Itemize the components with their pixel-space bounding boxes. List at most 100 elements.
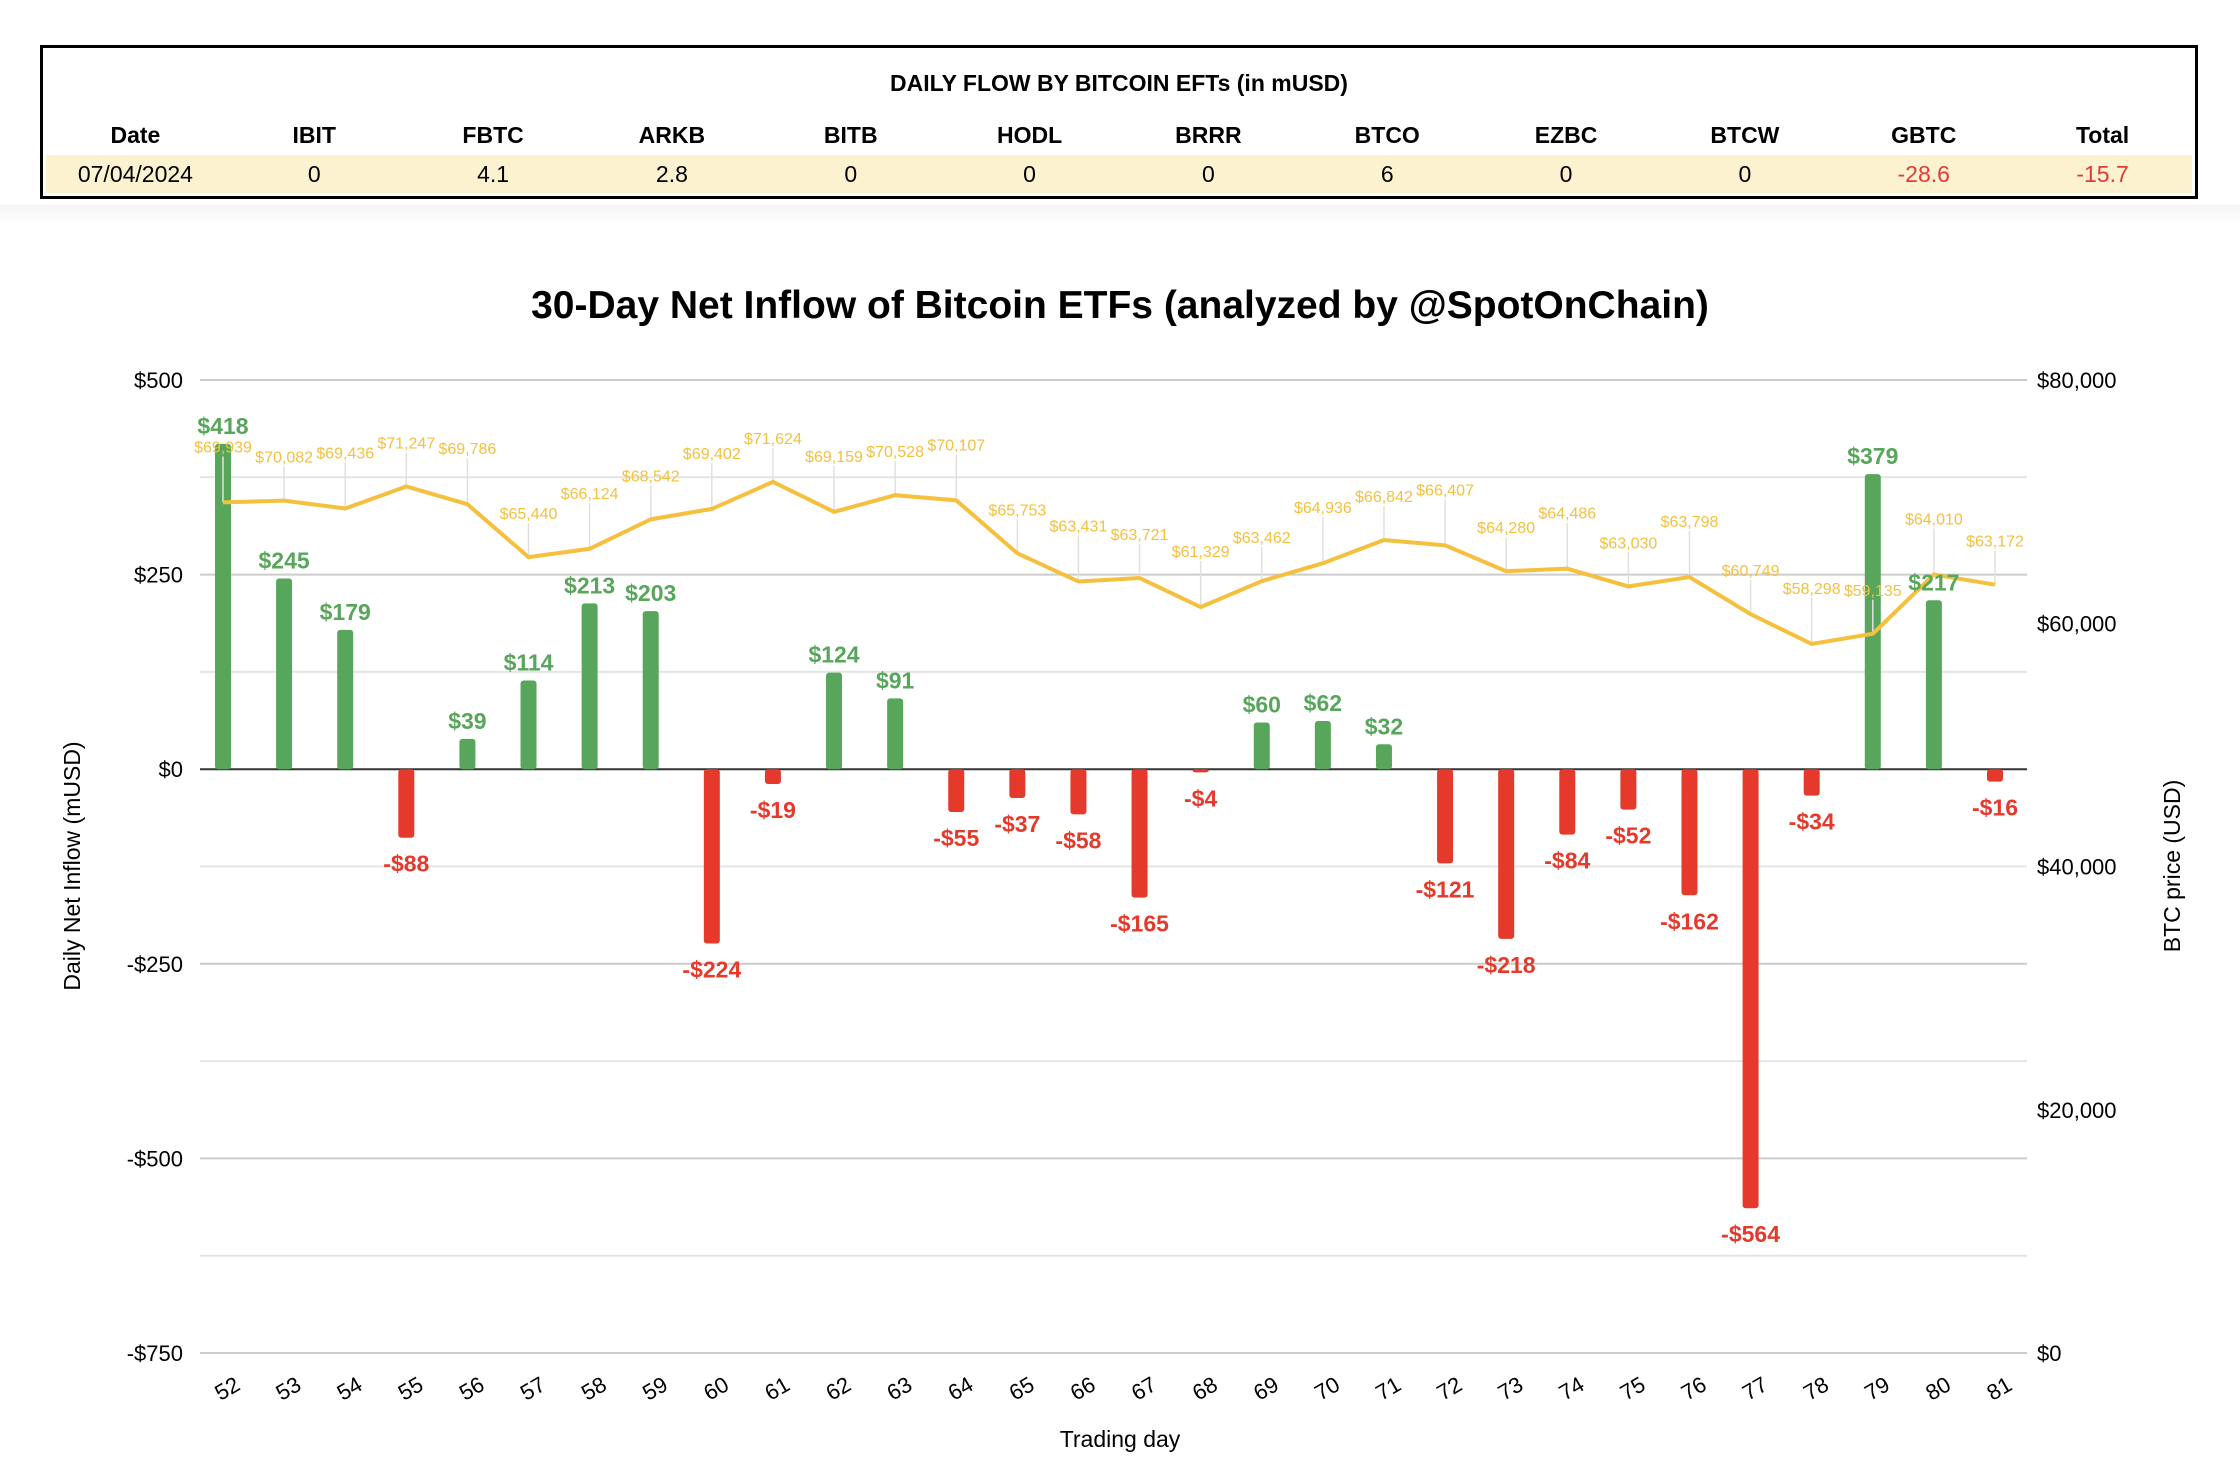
price-label: $64,486: [1538, 506, 1596, 523]
price-label: $63,462: [1233, 530, 1291, 547]
bar: [887, 698, 904, 770]
x-axis-label: Trading day: [1060, 1426, 1181, 1452]
bar-value-label: -$55: [933, 825, 979, 851]
bar-value-label: -$224: [682, 957, 741, 983]
table-title: DAILY FLOW BY BITCOIN EFTs (in mUSD): [890, 70, 1348, 96]
x-tick-label: 79: [1860, 1372, 1894, 1406]
price-label: $69,939: [194, 439, 252, 456]
bar: [703, 769, 720, 944]
column-header: BTCO: [1354, 122, 1420, 148]
x-tick-label: 58: [577, 1372, 611, 1406]
x-tick-label: 80: [1921, 1372, 1955, 1406]
price-label: $63,431: [1050, 519, 1108, 536]
table-cell: 6: [1380, 161, 1394, 187]
daily-flow-table: DAILY FLOW BY BITCOIN EFTs (in mUSD) Dat…: [40, 45, 2198, 199]
bar-value-label: $203: [625, 580, 676, 606]
price-label: $64,280: [1477, 520, 1535, 537]
table-cell: 0: [1738, 161, 1752, 187]
bar: [1375, 744, 1392, 770]
bar: [826, 672, 843, 770]
bar: [1559, 769, 1576, 835]
x-tick-label: 56: [455, 1372, 489, 1406]
bar-value-label: $213: [564, 572, 615, 598]
price-label: $69,436: [316, 445, 374, 462]
x-tick-label: 69: [1249, 1372, 1283, 1406]
table-cell: 0: [1202, 161, 1215, 187]
divider-shadow: [0, 205, 2240, 223]
bar-value-label: -$84: [1544, 848, 1590, 874]
y2-axis-label: BTC price (USD): [2159, 780, 2185, 953]
x-tick-label: 54: [333, 1372, 367, 1406]
bar-value-label: $114: [504, 649, 554, 675]
bar-value-label: $179: [320, 599, 371, 625]
price-label: $66,124: [561, 486, 619, 503]
column-header: IBIT: [292, 122, 336, 148]
column-header: HODL: [996, 122, 1063, 148]
table-cell: 4.1: [477, 161, 510, 187]
bar: [520, 680, 537, 770]
bar: [459, 738, 476, 770]
column-header: FBTC: [462, 122, 524, 148]
bar: [337, 629, 354, 770]
y-tick-label: -$500: [127, 1146, 183, 1171]
x-tick-label: 64: [944, 1372, 978, 1406]
x-tick-label: 71: [1371, 1372, 1405, 1406]
x-tick-label: 78: [1799, 1372, 1833, 1406]
bar: [1009, 769, 1026, 799]
bar-value-label: -$162: [1660, 908, 1719, 934]
bar-value-label: -$19: [750, 797, 796, 823]
bar: [642, 611, 659, 770]
price-label: $63,030: [1599, 535, 1657, 552]
bar-value-label: $39: [448, 708, 486, 734]
bar: [1987, 769, 2003, 782]
y-tick-label: -$750: [127, 1341, 183, 1366]
price-label: $68,542: [622, 468, 680, 485]
bar-value-label: $379: [1847, 443, 1898, 469]
bar: [764, 769, 781, 784]
column-header: GBTC: [1891, 122, 1957, 148]
price-label: $65,753: [988, 502, 1046, 519]
bar-value-label: -$88: [383, 851, 429, 877]
x-tick-label: 81: [1982, 1372, 2016, 1406]
bar-value-label: -$165: [1110, 911, 1169, 937]
bar: [1803, 769, 1820, 796]
table-cell: 0: [307, 161, 321, 187]
x-tick-label: 63: [883, 1372, 917, 1406]
x-tick-label: 77: [1738, 1372, 1772, 1406]
y-tick-label: -$250: [127, 952, 183, 977]
bar: [1498, 769, 1515, 939]
bar: [1437, 769, 1454, 864]
bar-value-label: -$37: [994, 811, 1040, 837]
x-tick-label: 72: [1432, 1372, 1466, 1406]
x-tick-label: 66: [1066, 1372, 1100, 1406]
bar: [581, 603, 598, 770]
table-cell: 0: [844, 161, 858, 187]
bar: [1925, 600, 1942, 770]
price-label: $66,407: [1416, 482, 1474, 499]
bar: [276, 578, 293, 770]
y-axis-label: Daily Net Inflow (mUSD): [59, 741, 85, 990]
bar-value-label: $245: [259, 547, 310, 573]
price-label: $69,786: [438, 441, 496, 458]
price-label: $63,798: [1661, 514, 1719, 531]
x-tick-label: 55: [394, 1372, 428, 1406]
x-tick-label: 76: [1677, 1372, 1711, 1406]
price-line: [222, 479, 1996, 647]
x-tick-label: 57: [516, 1372, 550, 1406]
y2-tick-label: $60,000: [2037, 611, 2117, 636]
bar-value-label: -$564: [1721, 1221, 1780, 1247]
x-tick-label: 75: [1616, 1372, 1650, 1406]
table-header-row: Date IBIT FBTC ARKB BITB HODL BRRR BTCO EZBC BTCW…: [46, 122, 2192, 149]
price-label: $58,298: [1783, 581, 1841, 598]
x-tick-label: 62: [821, 1372, 855, 1406]
y-tick-label: $250: [134, 563, 183, 588]
y2-tick-label: $0: [2037, 1341, 2061, 1366]
bar: [1314, 720, 1331, 770]
price-label: $66,842: [1355, 489, 1413, 506]
price-label: $63,172: [1966, 534, 2024, 551]
column-header: Total: [2075, 122, 2130, 148]
price-label: $70,107: [927, 437, 985, 454]
table-cell: 0: [1023, 161, 1036, 187]
bar-value-label: -$34: [1789, 809, 1835, 835]
